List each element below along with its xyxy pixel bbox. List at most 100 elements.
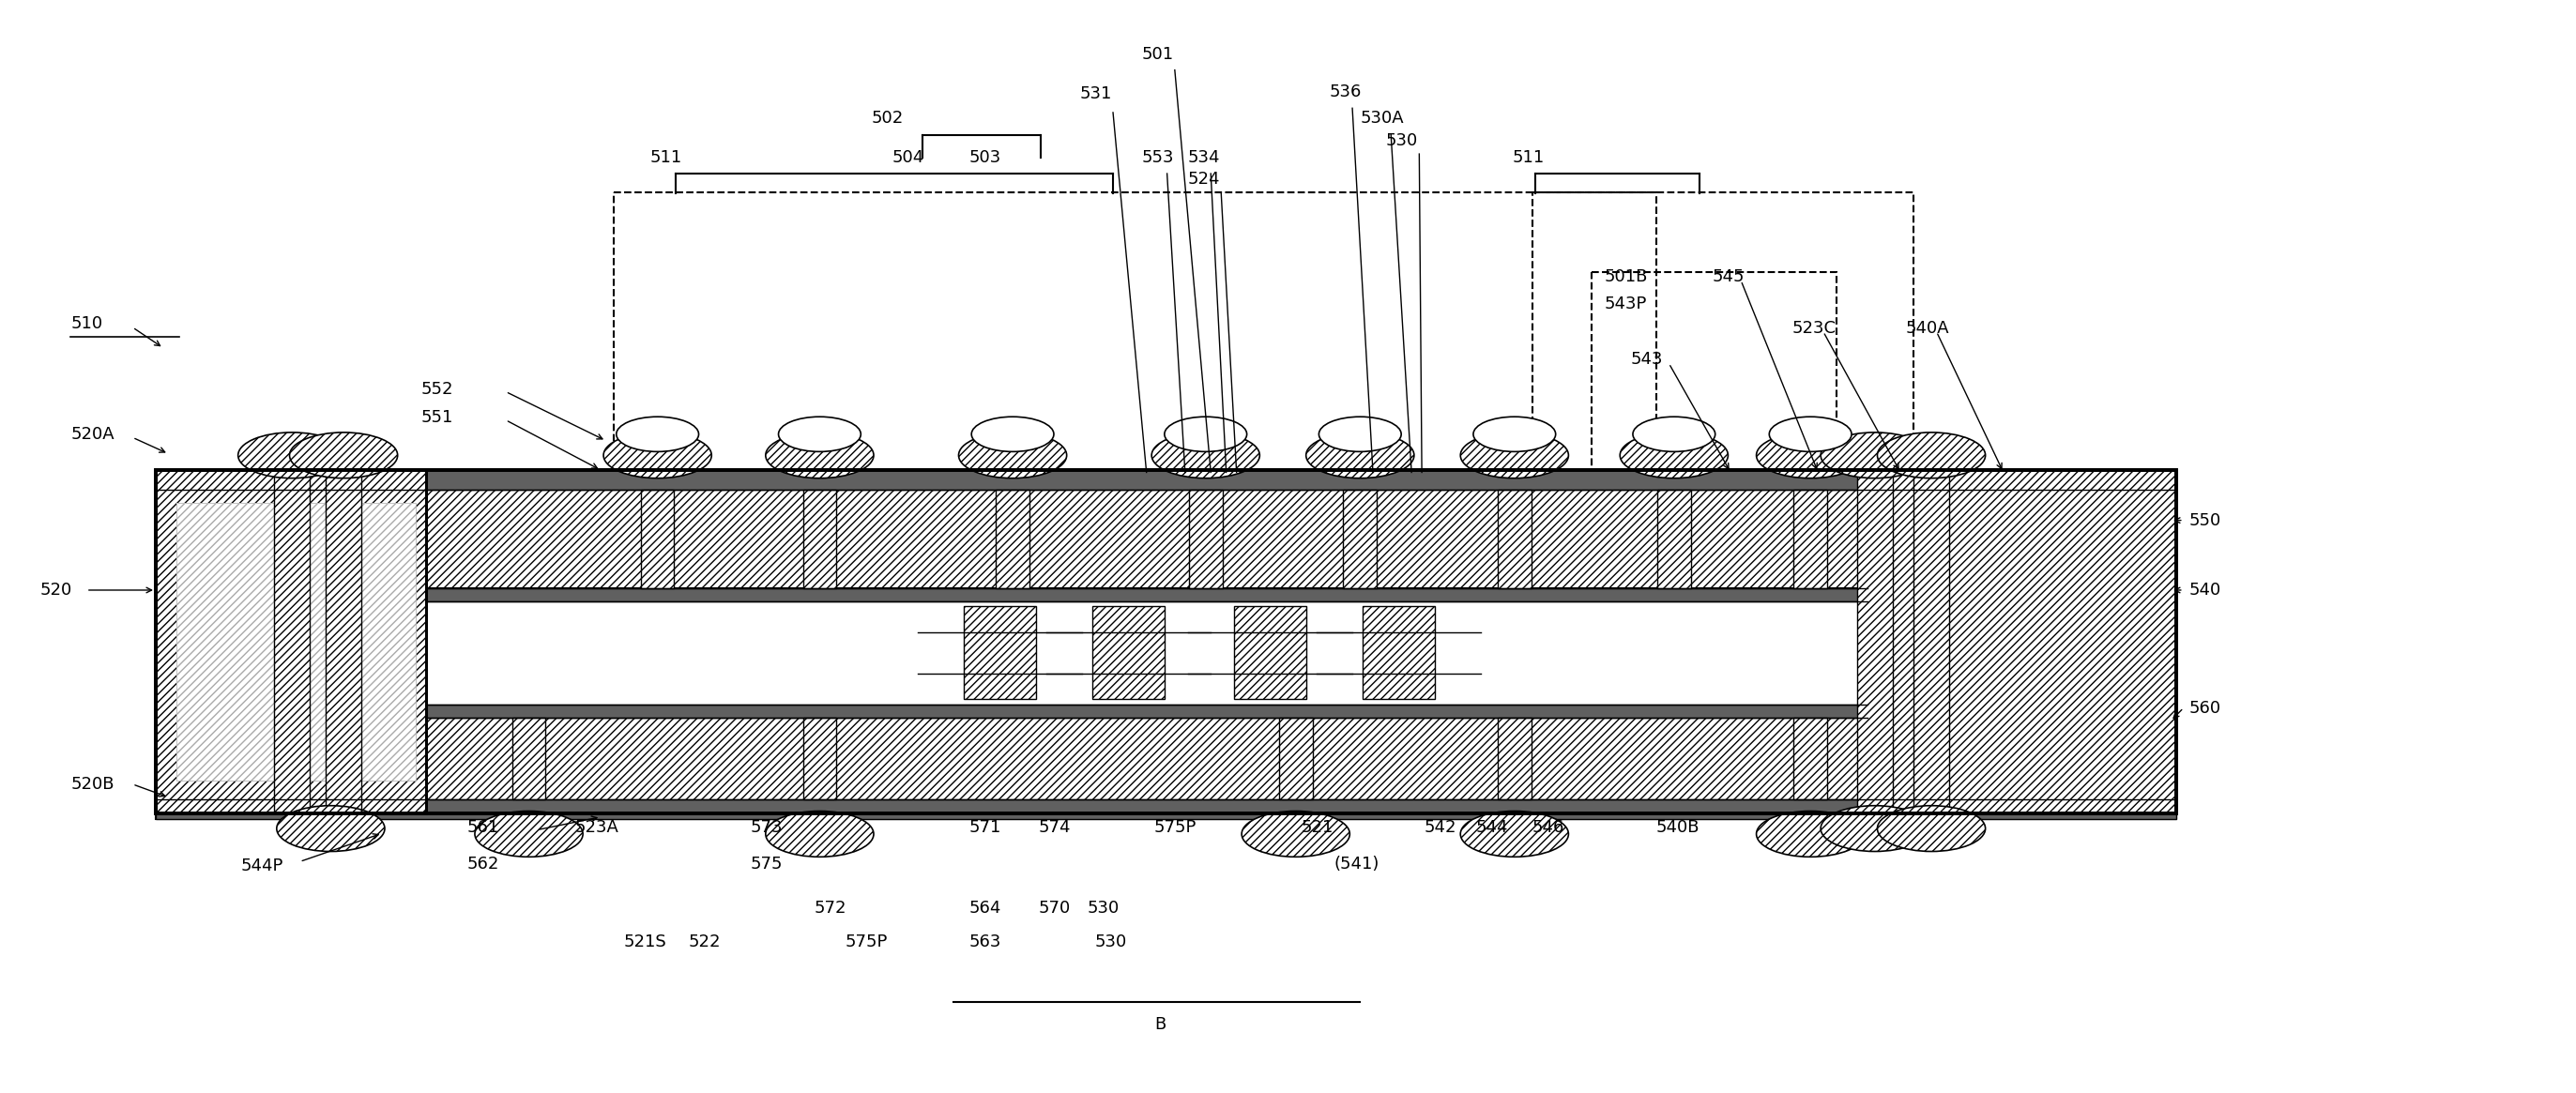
Bar: [273, 470, 309, 813]
Circle shape: [1461, 433, 1569, 478]
Circle shape: [1461, 811, 1569, 857]
Circle shape: [1151, 433, 1260, 478]
Text: 540B: 540B: [1656, 820, 1700, 836]
Text: 520B: 520B: [70, 776, 113, 792]
Bar: [1592, 272, 1837, 471]
Circle shape: [778, 416, 860, 451]
Circle shape: [276, 806, 384, 851]
Bar: [155, 470, 2177, 588]
Text: 551: 551: [420, 410, 453, 426]
Circle shape: [958, 433, 1066, 478]
Bar: [155, 588, 2177, 718]
Text: 523C: 523C: [1793, 320, 1837, 337]
Bar: [155, 470, 2177, 813]
Bar: [425, 588, 1868, 601]
Bar: [155, 470, 2177, 490]
Bar: [1793, 718, 1826, 799]
Bar: [1092, 607, 1164, 700]
Circle shape: [1757, 811, 1865, 857]
Circle shape: [237, 433, 345, 478]
Text: 543: 543: [1631, 351, 1662, 367]
Text: 510: 510: [70, 316, 103, 332]
Bar: [641, 490, 675, 588]
Text: 524: 524: [1188, 171, 1221, 188]
Text: 523A: 523A: [574, 820, 618, 836]
Circle shape: [765, 433, 873, 478]
Bar: [513, 718, 546, 799]
Text: 564: 564: [969, 900, 1002, 917]
Bar: [155, 799, 2177, 819]
Circle shape: [1878, 806, 1986, 851]
Text: 501B: 501B: [1605, 269, 1649, 285]
Text: 502: 502: [871, 109, 904, 127]
Bar: [997, 490, 1030, 588]
Circle shape: [971, 416, 1054, 451]
Text: 520A: 520A: [70, 426, 113, 443]
Bar: [804, 718, 837, 799]
Bar: [175, 503, 415, 780]
Text: (541): (541): [1334, 856, 1381, 872]
Text: 544: 544: [1476, 820, 1507, 836]
Circle shape: [1473, 416, 1556, 451]
Text: 546: 546: [1533, 820, 1564, 836]
Bar: [1363, 607, 1435, 700]
Text: 552: 552: [420, 381, 453, 398]
Bar: [425, 705, 1868, 718]
Circle shape: [289, 433, 397, 478]
Circle shape: [603, 433, 711, 478]
Text: 550: 550: [2190, 512, 2221, 529]
Circle shape: [1319, 416, 1401, 451]
Bar: [155, 470, 425, 813]
Text: 511: 511: [1512, 149, 1543, 166]
Text: 501: 501: [1141, 46, 1172, 63]
Text: 542: 542: [1425, 820, 1458, 836]
Text: 522: 522: [688, 933, 721, 951]
Bar: [1533, 192, 1914, 471]
Circle shape: [765, 811, 873, 857]
Text: 540: 540: [2190, 581, 2221, 599]
Text: 561: 561: [466, 820, 500, 836]
Text: 575: 575: [750, 856, 783, 872]
Text: 521: 521: [1301, 820, 1334, 836]
Bar: [1914, 470, 1950, 813]
Text: 536: 536: [1329, 83, 1363, 101]
Text: 572: 572: [814, 900, 848, 917]
Text: 571: 571: [969, 820, 1002, 836]
Bar: [325, 470, 361, 813]
Bar: [1497, 718, 1530, 799]
Bar: [963, 607, 1036, 700]
Circle shape: [474, 811, 582, 857]
Bar: [1280, 718, 1311, 799]
Circle shape: [1306, 433, 1414, 478]
Text: 545: 545: [1713, 269, 1744, 285]
Bar: [1190, 490, 1224, 588]
Bar: [155, 470, 2177, 813]
Bar: [1342, 490, 1376, 588]
Bar: [613, 192, 1656, 471]
Bar: [175, 503, 415, 780]
Text: 553: 553: [1141, 149, 1175, 166]
Bar: [155, 718, 2177, 819]
Text: 563: 563: [969, 933, 1002, 951]
Circle shape: [1164, 416, 1247, 451]
Circle shape: [1821, 433, 1929, 478]
Text: 520: 520: [39, 581, 72, 599]
Circle shape: [1620, 433, 1728, 478]
Text: 530A: 530A: [1360, 109, 1404, 127]
Bar: [1793, 490, 1826, 588]
Circle shape: [1878, 433, 1986, 478]
Text: 574: 574: [1038, 820, 1072, 836]
Text: 511: 511: [649, 149, 683, 166]
Text: 575P: 575P: [845, 933, 889, 951]
Bar: [1857, 470, 1893, 813]
Circle shape: [616, 416, 698, 451]
Circle shape: [1821, 806, 1929, 851]
Circle shape: [1633, 416, 1716, 451]
Text: 562: 562: [466, 856, 500, 872]
Text: 543P: 543P: [1605, 296, 1646, 313]
Text: B: B: [1154, 1015, 1167, 1033]
Text: 530: 530: [1095, 933, 1128, 951]
Text: 575P: 575P: [1154, 820, 1198, 836]
Text: 504: 504: [891, 149, 925, 166]
Text: 530: 530: [1386, 132, 1417, 150]
